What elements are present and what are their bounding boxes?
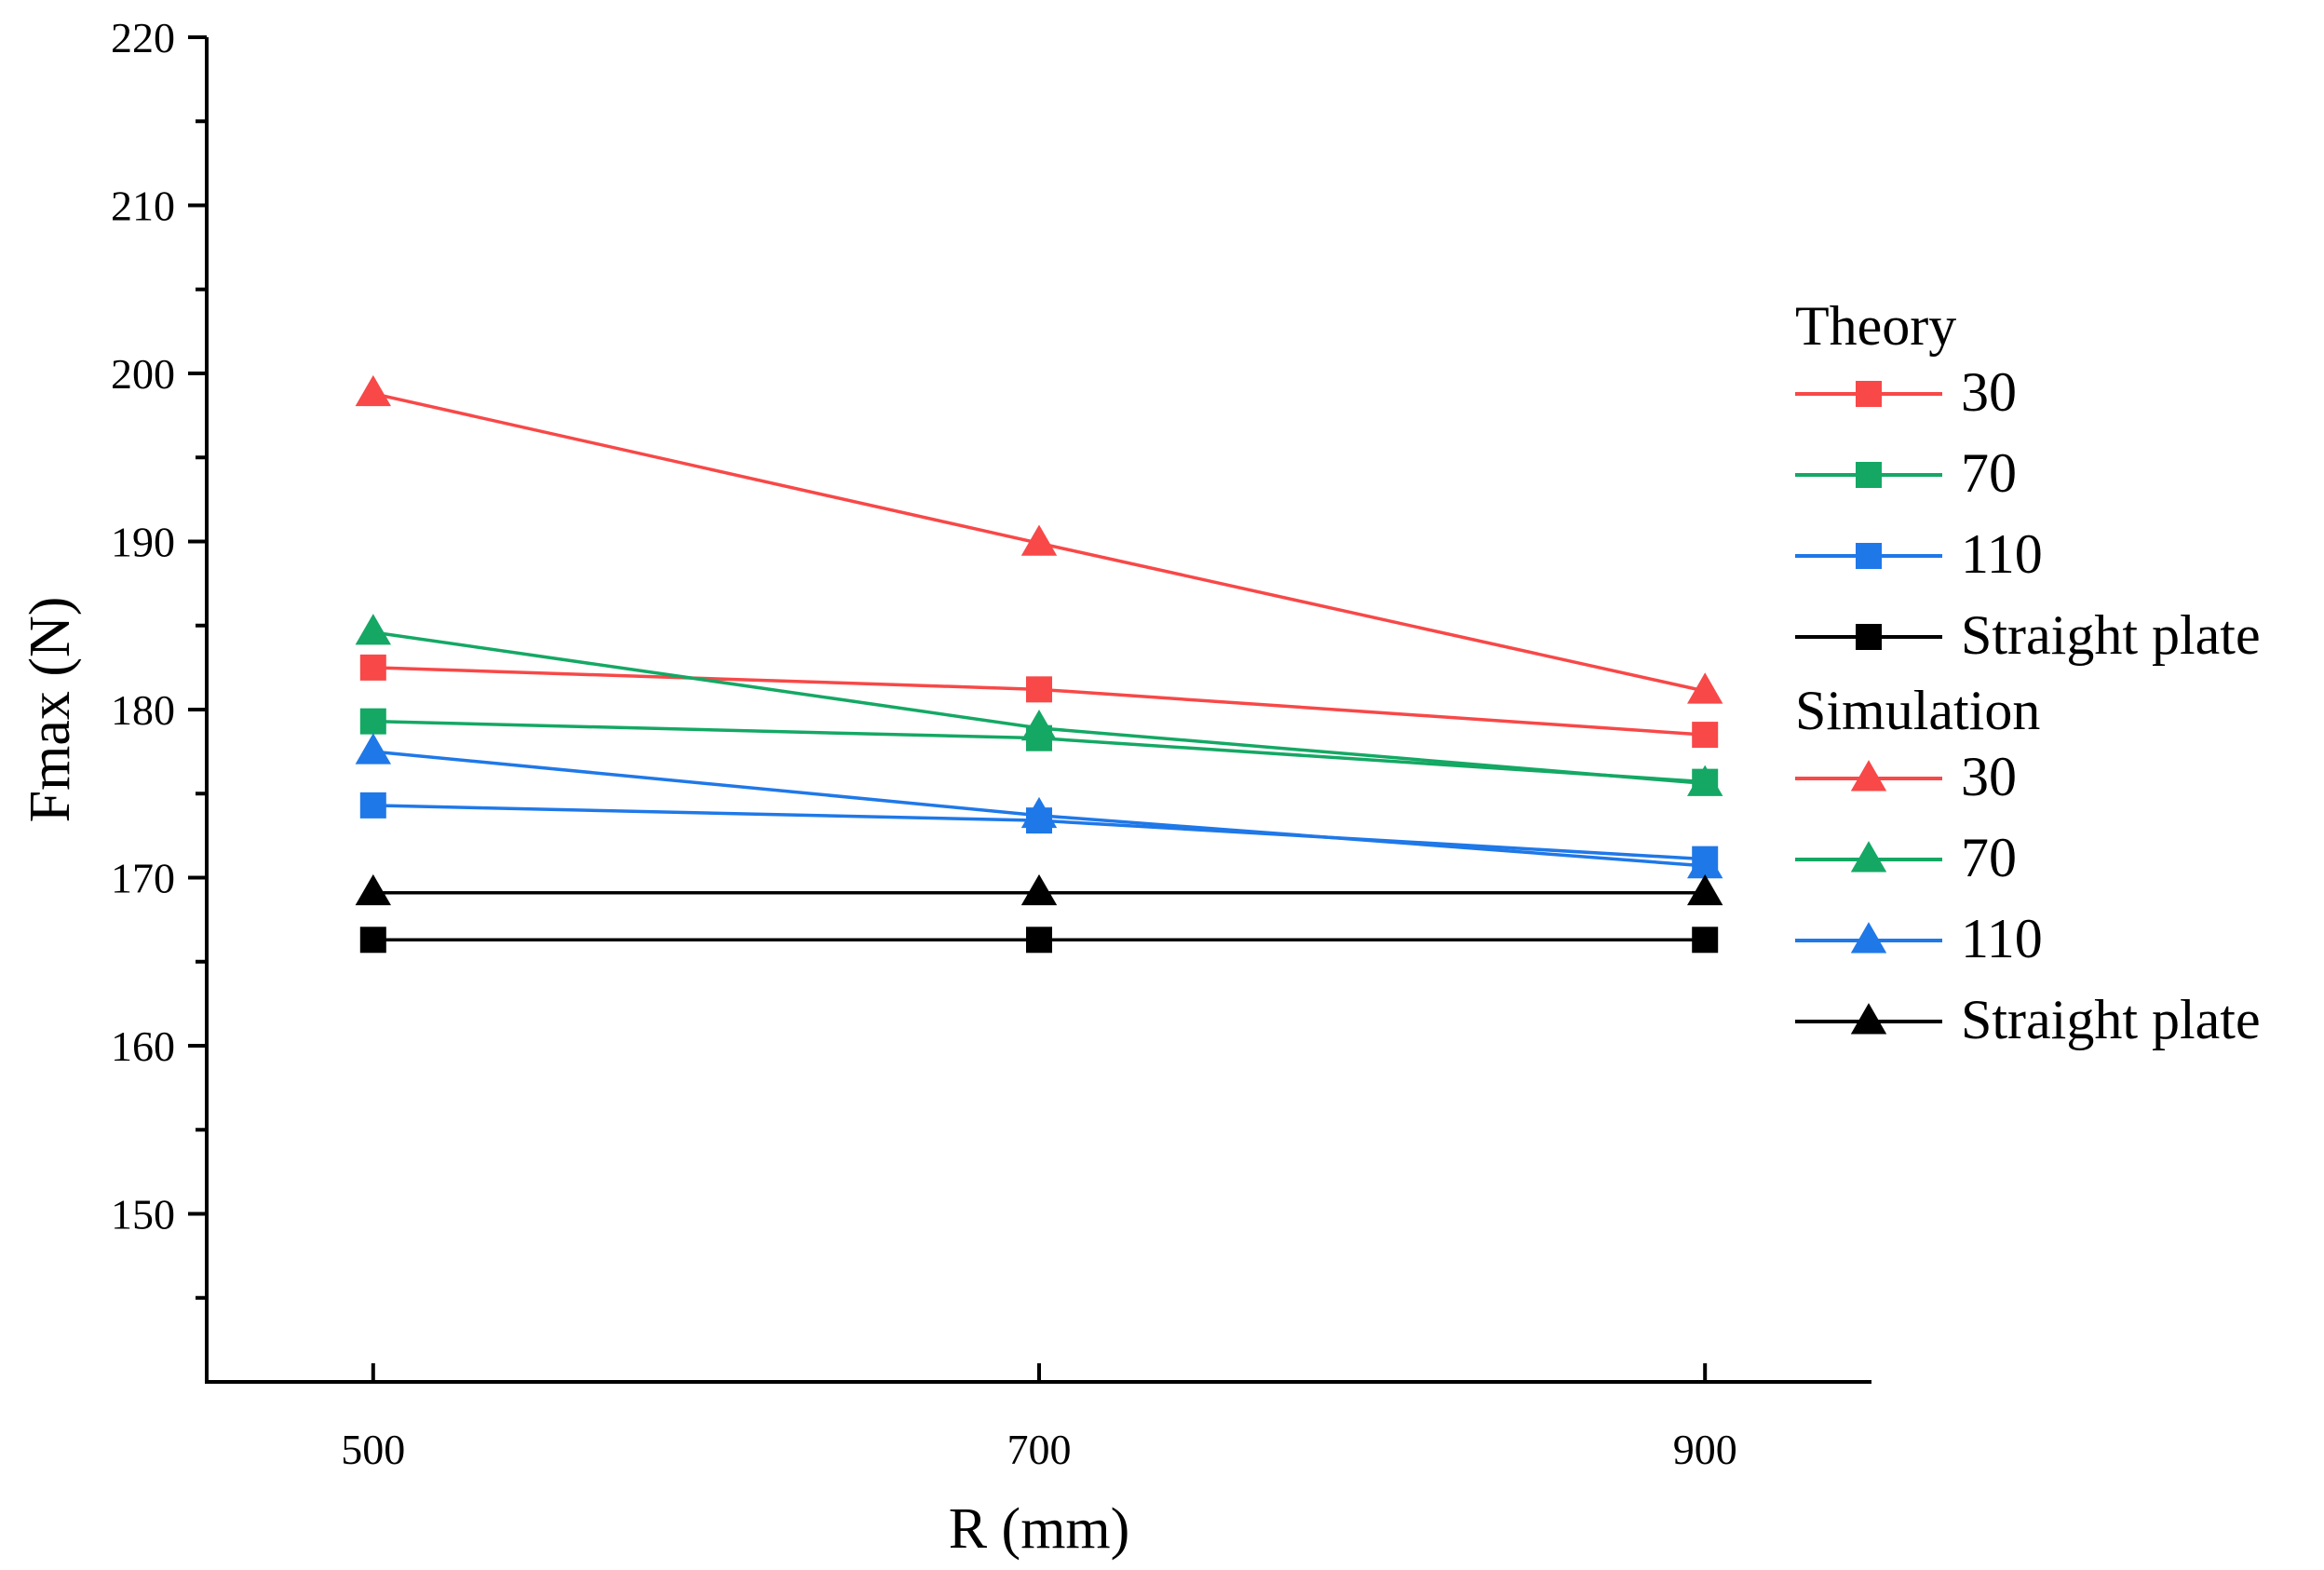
legend-marker (1856, 543, 1882, 569)
series-simulation-110 (355, 733, 1723, 879)
legend-marker (1856, 462, 1882, 488)
x-tick-label: 500 (341, 1426, 405, 1473)
legend-entry-label: 110 (1961, 908, 2043, 969)
data-point-simulation-30 (1020, 524, 1058, 556)
legend-entry-label: 70 (1961, 442, 2017, 504)
data-point-simulation-straight-plate (1020, 873, 1058, 906)
x-axis-title: R (mm) (949, 1497, 1130, 1561)
y-tick-label: 200 (111, 350, 175, 398)
data-point-simulation-30 (355, 374, 391, 407)
axes: 150 160 170 180 190 200 210 220 500 700 900 (111, 14, 1871, 1473)
data-point-theory-110 (359, 792, 386, 819)
y-tick-label: 210 (111, 183, 175, 230)
data-point-theory-30 (359, 654, 386, 681)
legend-entry-label: 110 (1961, 523, 2043, 585)
legend-group-title: Theory (1795, 295, 1956, 357)
legend-entry-label: Straight plate (1961, 989, 2261, 1050)
data-point-theory-straight-plate (1026, 927, 1052, 954)
x-tick-label: 900 (1673, 1426, 1737, 1473)
data-point-theory-straight-plate (1692, 927, 1719, 954)
data-point-simulation-70 (355, 614, 391, 645)
y-tick-label: 160 (111, 1022, 175, 1070)
legend-marker (1856, 624, 1882, 650)
legend-marker (1850, 760, 1887, 792)
series-layer (355, 374, 1723, 954)
y-axis-title: Fmax (N) (19, 597, 82, 823)
y-tick-label: 150 (111, 1191, 175, 1238)
data-point-simulation-70 (1020, 710, 1058, 741)
legend-entry-label: 70 (1961, 827, 2017, 888)
series-simulation-30 (355, 374, 1723, 704)
legend-entry-label: 30 (1961, 746, 2017, 807)
legend-marker (1850, 922, 1887, 954)
data-point-theory-30 (1026, 676, 1052, 703)
data-point-simulation-110 (355, 733, 391, 765)
series-simulation-70 (355, 614, 1723, 796)
series-theory-straight-plate (359, 927, 1719, 954)
data-point-simulation-straight-plate (355, 873, 391, 906)
x-tick-label: 700 (1007, 1426, 1072, 1473)
legend-marker (1850, 841, 1887, 873)
y-tick-label: 180 (111, 686, 175, 734)
data-point-theory-30 (1692, 722, 1719, 749)
data-point-theory-70 (359, 708, 386, 735)
data-point-simulation-30 (1687, 672, 1723, 704)
data-point-simulation-70 (1687, 765, 1723, 796)
series-line-simulation-70 (372, 630, 1706, 786)
data-point-simulation-110 (1020, 796, 1058, 829)
legend-marker (1856, 381, 1882, 407)
y-tick-label: 170 (111, 855, 175, 902)
data-point-simulation-110 (1687, 847, 1723, 879)
legend-group-title: Simulation (1795, 680, 2040, 741)
series-theory-30 (359, 654, 1719, 749)
data-point-theory-straight-plate (359, 927, 386, 954)
data-point-simulation-straight-plate (1687, 873, 1723, 906)
legend-marker (1850, 1003, 1887, 1035)
legend-entry-label: 30 (1961, 361, 2017, 423)
legend-entry-label: Straight plate (1961, 604, 2261, 666)
y-tick-label: 190 (111, 519, 175, 566)
series-simulation-straight-plate (355, 873, 1723, 906)
y-tick-label: 220 (111, 14, 175, 61)
